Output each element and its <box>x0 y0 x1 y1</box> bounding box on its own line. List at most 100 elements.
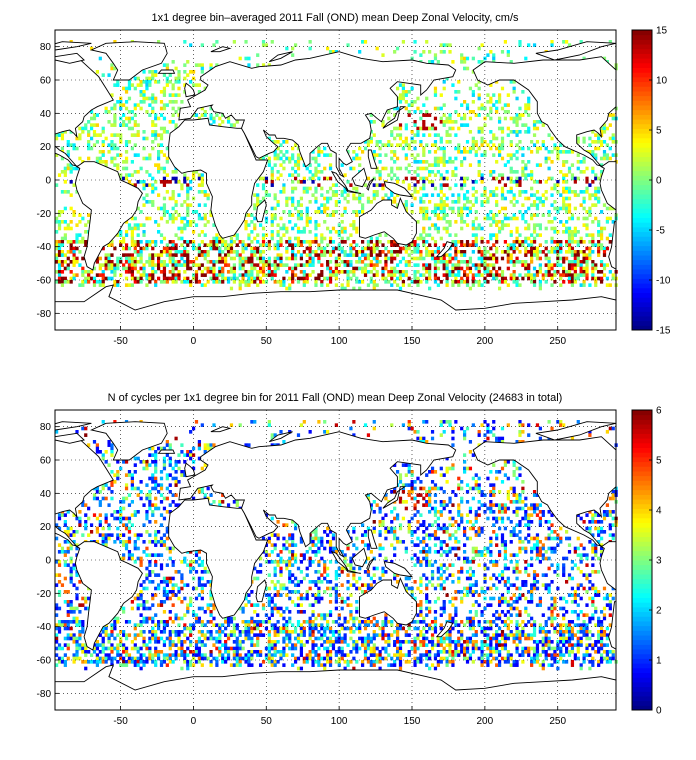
data-cell <box>465 150 470 154</box>
data-cell <box>422 210 426 214</box>
data-cell <box>221 500 225 504</box>
data-cell <box>145 463 149 467</box>
data-cell <box>451 273 455 277</box>
data-cell <box>384 143 388 147</box>
data-cell <box>60 253 65 257</box>
data-cell <box>518 430 522 434</box>
data-cell <box>55 153 59 157</box>
data-cell <box>107 536 111 541</box>
data-cell <box>445 283 449 287</box>
data-cell <box>559 150 563 154</box>
data-cell <box>157 150 161 154</box>
data-cell <box>547 150 551 154</box>
data-cell <box>486 216 490 221</box>
data-cell <box>538 250 542 254</box>
data-cell <box>241 250 245 254</box>
data-cell <box>486 273 490 277</box>
data-cell <box>591 513 595 517</box>
data-cell <box>273 196 277 201</box>
data-cell <box>483 270 487 274</box>
data-cell <box>334 183 338 187</box>
data-cell <box>349 276 353 281</box>
data-cell <box>512 86 516 91</box>
data-cell <box>495 503 499 507</box>
colorbar-step <box>632 90 652 97</box>
data-cell <box>259 280 263 284</box>
data-cell <box>477 266 481 271</box>
data-cell <box>428 113 432 117</box>
data-cell <box>189 43 193 47</box>
data-cell <box>157 260 161 264</box>
data-cell <box>500 140 505 144</box>
data-cell <box>425 493 429 497</box>
data-cell <box>369 503 373 507</box>
data-cell <box>299 230 304 234</box>
data-cell <box>527 130 531 134</box>
data-cell <box>433 56 438 61</box>
data-cell <box>538 263 542 267</box>
data-cell <box>445 133 449 137</box>
data-cell <box>553 200 557 204</box>
data-cell <box>422 153 426 157</box>
data-cell <box>107 463 111 467</box>
data-cell <box>60 236 65 241</box>
data-cell <box>454 233 458 237</box>
data-cell <box>550 240 554 244</box>
data-cell <box>320 170 324 174</box>
data-cell <box>477 96 481 101</box>
data-cell <box>556 250 560 254</box>
data-cell <box>518 500 522 504</box>
data-cell <box>124 90 129 94</box>
data-cell <box>419 126 423 131</box>
data-cell <box>145 246 149 251</box>
data-cell <box>124 86 129 91</box>
data-cell <box>419 256 423 261</box>
data-cell <box>180 216 184 221</box>
data-cell <box>142 266 146 271</box>
data-cell <box>69 240 73 244</box>
data-cell <box>428 150 432 154</box>
data-cell <box>174 260 178 264</box>
data-cell <box>524 106 528 111</box>
data-cell <box>127 530 132 534</box>
data-cell <box>308 230 312 234</box>
data-cell <box>186 60 190 64</box>
data-cell <box>477 513 481 517</box>
data-cell <box>369 550 373 554</box>
data-cell <box>282 153 286 157</box>
data-cell <box>293 253 298 257</box>
data-cell <box>299 270 304 274</box>
data-cell <box>410 533 414 537</box>
data-cell <box>293 266 298 271</box>
data-cell <box>343 260 347 264</box>
data-cell <box>369 250 373 254</box>
data-cell <box>142 156 146 161</box>
data-cell <box>535 540 540 544</box>
data-cell <box>480 130 484 134</box>
data-cell <box>468 256 473 261</box>
data-cell <box>311 270 315 274</box>
data-cell <box>599 260 604 264</box>
data-cell <box>468 86 473 91</box>
data-cell <box>92 266 97 271</box>
data-cell <box>439 526 443 531</box>
data-cell <box>168 246 172 251</box>
data-cell <box>591 240 595 244</box>
data-cell <box>95 490 100 494</box>
data-cell <box>582 56 586 61</box>
data-cell <box>562 266 566 271</box>
data-cell <box>151 183 155 187</box>
data-cell <box>430 183 435 187</box>
data-cell <box>203 243 207 247</box>
data-cell <box>151 453 155 457</box>
data-cell <box>422 200 426 204</box>
data-cell <box>151 200 155 204</box>
data-cell <box>151 100 155 104</box>
data-cell <box>133 226 137 231</box>
data-cell <box>78 126 82 131</box>
colorbar-step <box>632 123 652 129</box>
data-cell <box>110 146 114 151</box>
data-cell <box>119 533 123 537</box>
data-cell <box>186 276 190 281</box>
data-cell <box>433 163 438 167</box>
